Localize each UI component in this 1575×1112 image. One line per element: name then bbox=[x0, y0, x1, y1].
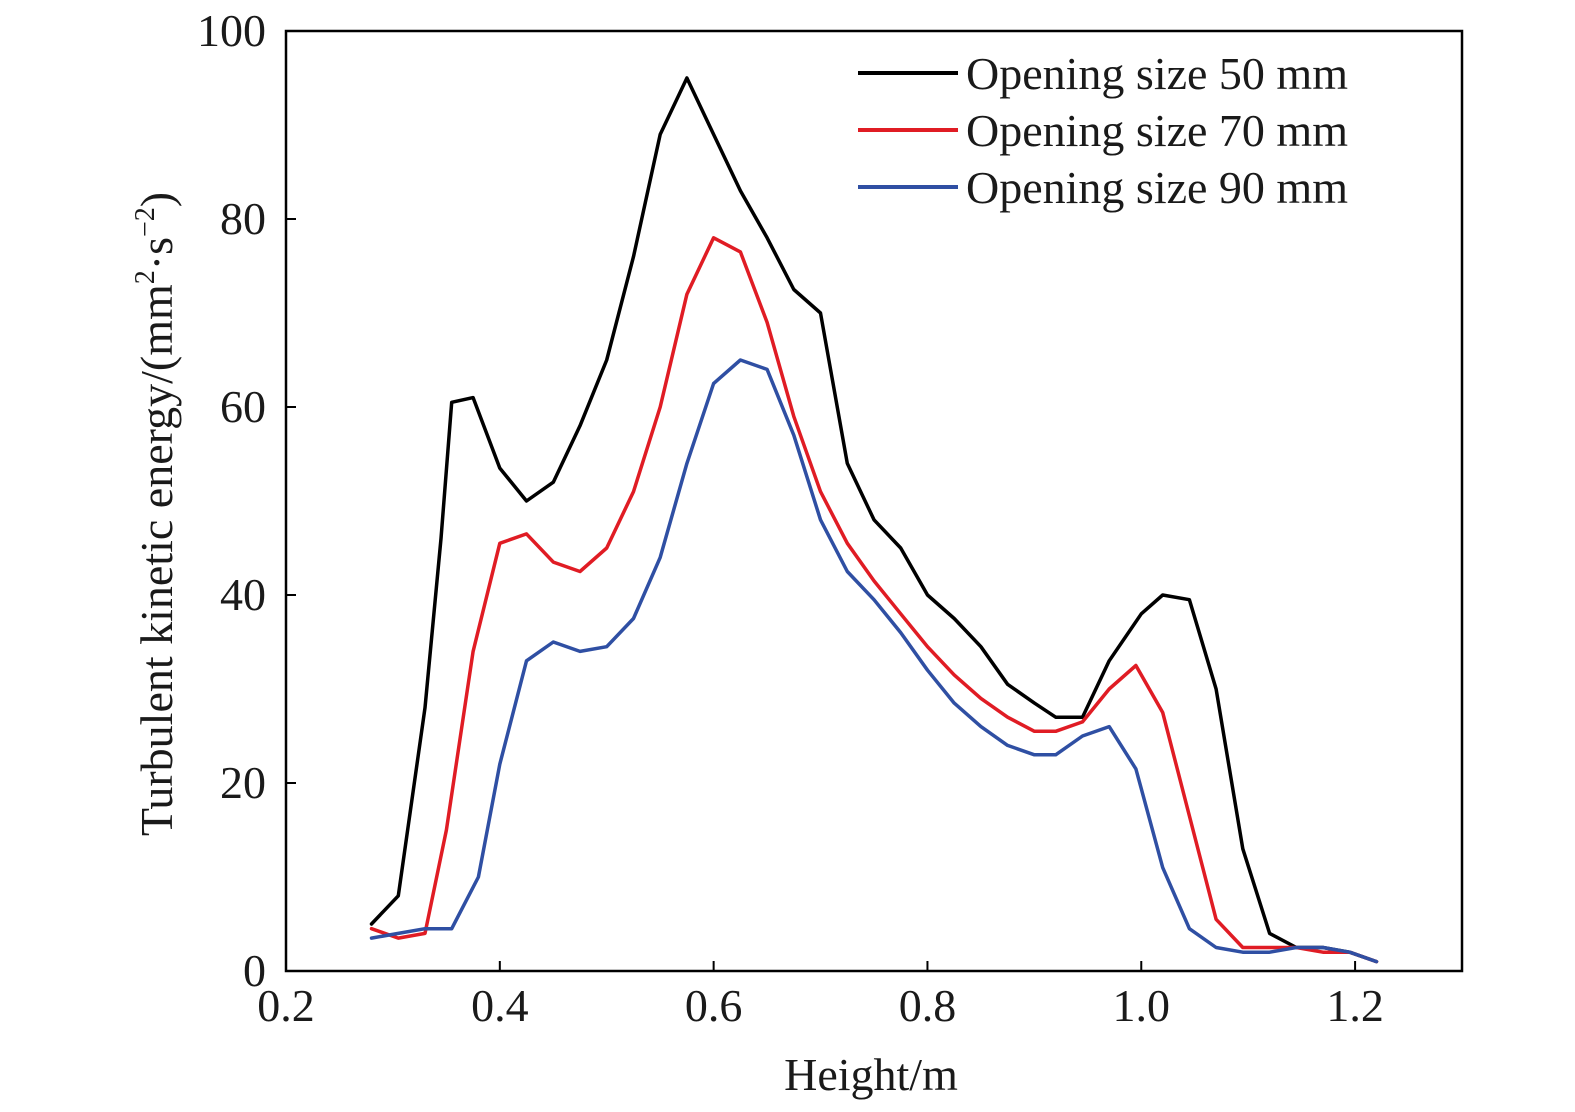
y-tick-label: 80 bbox=[220, 193, 266, 244]
legend-label-1: Opening size 50 mm bbox=[966, 48, 1348, 99]
y-axis-title-suffix: ) bbox=[131, 192, 182, 207]
y-tick-label: 40 bbox=[220, 569, 266, 620]
series-line-2 bbox=[369, 236, 1379, 964]
y-axis-title-sup1: 2 bbox=[130, 270, 161, 284]
x-tick-label: 0.2 bbox=[257, 980, 315, 1031]
legend: Opening size 50 mm Opening size 70 mm Open… bbox=[858, 48, 1348, 213]
legend-label-2: Opening size 70 mm bbox=[966, 105, 1348, 156]
y-tick-label: 20 bbox=[220, 757, 266, 808]
y-axis-title-mid: ·s bbox=[131, 237, 182, 270]
x-axis: 0.2 0.4 0.6 0.8 1.0 1.2 bbox=[257, 961, 1384, 1031]
y-axis-title-sup2: −2 bbox=[130, 207, 161, 237]
series-layer bbox=[369, 76, 1379, 964]
x-tick-label: 1.2 bbox=[1326, 980, 1384, 1031]
x-tick-label: 0.4 bbox=[471, 980, 529, 1031]
x-axis-title: Height/m bbox=[784, 1049, 958, 1100]
x-tick-label: 1.0 bbox=[1113, 980, 1171, 1031]
y-tick-label: 0 bbox=[243, 945, 266, 996]
plot-frame bbox=[284, 29, 1464, 973]
y-tick-label: 100 bbox=[197, 5, 266, 56]
y-axis-title-prefix: Turbulent kinetic energy/(mm bbox=[131, 284, 182, 836]
y-axis: 0 20 40 60 80 100 bbox=[197, 5, 296, 996]
series-line-1 bbox=[369, 76, 1379, 964]
series-line-3 bbox=[369, 358, 1379, 964]
x-tick-label: 0.8 bbox=[899, 980, 957, 1031]
legend-label-3: Opening size 90 mm bbox=[966, 162, 1348, 213]
y-axis-title: Turbulent kinetic energy/(mm2·s−2) bbox=[130, 192, 182, 836]
y-tick-label: 60 bbox=[220, 381, 266, 432]
x-tick-label: 0.6 bbox=[685, 980, 743, 1031]
